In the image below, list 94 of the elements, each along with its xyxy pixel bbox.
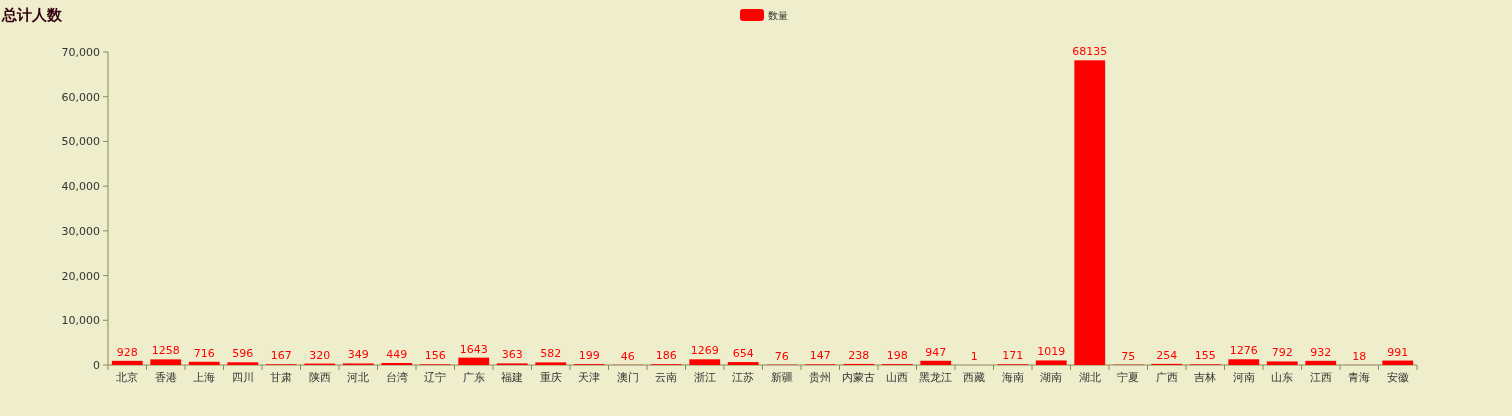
x-tick-label: 陕西 [308,371,331,384]
bar [458,357,490,365]
data-label: 991 [1387,345,1409,359]
data-label: 238 [848,348,870,362]
bar [1382,360,1414,365]
x-tick-label: 宁夏 [1117,371,1140,384]
data-label: 320 [309,348,331,362]
bar [1035,360,1067,365]
data-label: 167 [270,349,292,363]
bar [727,362,759,365]
bar [111,360,143,365]
bar [150,359,182,365]
data-label: 654 [732,347,754,361]
x-tick-label: 海南 [1001,371,1024,384]
data-label: 928 [116,345,138,359]
data-label: 199 [578,349,600,363]
x-tick-label: 香港 [154,371,177,384]
y-tick-label: 60,000 [61,90,100,104]
y-tick-label: 50,000 [61,135,100,149]
x-tick-label: 福建 [501,371,524,384]
x-tick-label: 新疆 [770,371,793,384]
bar [1305,360,1337,365]
data-label: 449 [386,347,408,361]
x-tick-label: 台湾 [385,371,408,384]
x-tick-label: 天津 [578,371,601,384]
x-tick-label: 山东 [1271,371,1294,384]
x-tick-label: 江苏 [732,371,755,384]
data-label: 1269 [690,344,719,358]
data-label: 75 [1121,349,1136,363]
x-tick-label: 广西 [1155,371,1178,384]
x-tick-label: 广东 [462,371,485,384]
bar [535,362,567,365]
x-tick-label: 江西 [1309,371,1332,384]
x-tick-label: 河北 [347,371,370,384]
data-label: 947 [925,345,947,359]
x-tick-label: 浙江 [693,371,716,384]
data-label: 1276 [1229,344,1258,358]
data-label: 76 [774,349,789,363]
x-tick-label: 四川 [231,371,254,384]
chart-title: 总计人数 [1,6,63,24]
y-tick-label: 10,000 [61,314,100,328]
data-label: 792 [1271,346,1293,360]
data-label: 46 [620,349,635,363]
x-tick-label: 内蒙古 [842,371,876,384]
bar [1074,60,1106,365]
x-tick-label: 辽宁 [424,371,447,384]
x-tick-label: 吉林 [1194,371,1217,384]
data-label: 155 [1194,349,1216,363]
data-label: 1019 [1037,345,1066,359]
data-label: 186 [655,349,677,363]
bar [188,361,220,365]
data-label: 198 [886,349,908,363]
x-tick-label: 重庆 [539,371,562,384]
data-label: 349 [347,348,369,362]
bar [920,360,952,365]
bar [1228,359,1260,365]
x-tick-label: 北京 [116,371,139,384]
x-tick-label: 澳门 [616,371,639,384]
bar [381,362,413,365]
data-label: 171 [1002,349,1024,363]
data-label: 582 [540,347,562,361]
x-tick-label: 贵州 [809,371,832,384]
data-label: 1 [970,350,978,363]
x-tick-label: 西藏 [963,371,986,384]
data-label: 68135 [1072,45,1108,59]
x-tick-label: 青海 [1348,371,1371,384]
y-tick-label: 40,000 [61,180,100,194]
data-label: 596 [232,347,254,361]
data-label: 1258 [151,344,180,358]
x-tick-label: 上海 [193,371,216,384]
x-tick-label: 湖北 [1078,371,1101,384]
y-tick-label: 20,000 [61,269,100,283]
x-tick-label: 安徽 [1386,371,1409,384]
data-label: 716 [193,346,215,360]
bar [1266,361,1298,365]
x-tick-label: 云南 [655,371,678,384]
data-label: 147 [809,349,831,363]
y-tick-label: 70,000 [61,46,100,59]
x-tick-label: 甘肃 [270,371,293,384]
y-tick-label: 30,000 [61,224,100,238]
bar [227,362,259,365]
data-label: 254 [1156,348,1178,362]
legend-label: 数量 [768,10,788,21]
x-tick-label: 黑龙江 [919,371,953,384]
y-tick-label: 0 [93,359,100,372]
x-tick-label: 湖南 [1040,371,1063,384]
x-tick-label: 河南 [1232,371,1255,384]
data-label: 156 [424,349,446,363]
bar [689,359,721,365]
data-label: 363 [501,348,523,362]
x-tick-label: 山西 [886,371,909,384]
data-label: 1643 [459,342,488,356]
data-label: 18 [1352,349,1367,363]
data-label: 932 [1310,345,1332,359]
